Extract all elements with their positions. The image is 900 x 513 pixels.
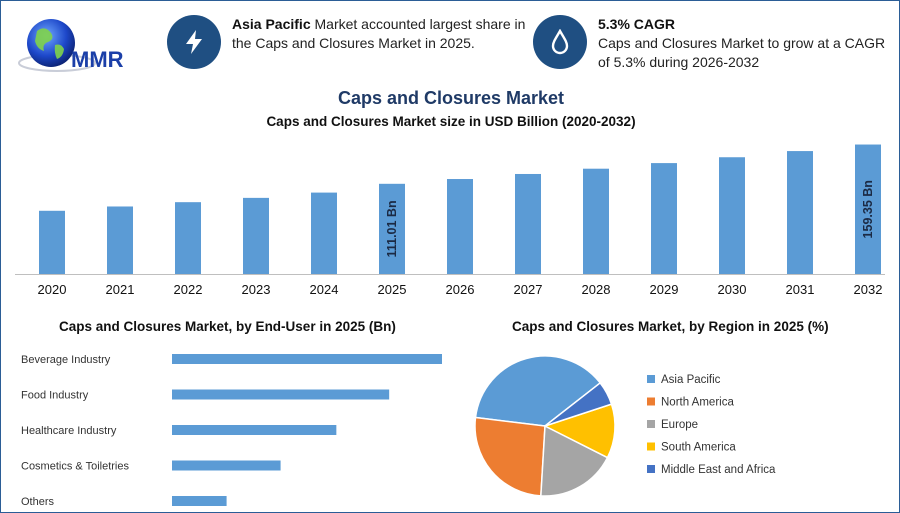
y-tick-label: Beverage Industry — [21, 354, 111, 366]
hbar-0 — [172, 354, 442, 364]
callout-text: Asia Pacific Market accounted largest sh… — [232, 16, 526, 51]
lightning-icon — [167, 15, 221, 69]
mmr-logo: MMR — [15, 15, 145, 77]
x-tick-label: 2027 — [514, 282, 543, 297]
region-chart-title: Caps and Closures Market, by Region in 2… — [512, 319, 829, 334]
hbar-1 — [172, 389, 390, 400]
hbar-4 — [172, 496, 227, 506]
x-tick-label: 2021 — [106, 282, 135, 297]
data-label-2032: 159.35 Bn — [861, 180, 875, 238]
legend-label: North America — [661, 397, 734, 409]
pie-slice-4 — [544, 381, 613, 427]
y-tick-label: Cosmetics & Toiletries — [21, 461, 129, 473]
bar-2031 — [787, 151, 813, 274]
bar-2026 — [447, 179, 473, 274]
legend-swatch — [647, 397, 655, 406]
legend-swatch — [647, 465, 655, 473]
bar-2025 — [379, 183, 405, 274]
callout-text: 5.3% CAGR Caps and Closures Market to gro… — [598, 16, 886, 70]
region-pie-chart: Asia Pacific North America Europe South Ame… — [474, 355, 776, 497]
page-title: Caps and Closures Market — [337, 88, 565, 108]
x-tick-label: 2029 — [650, 282, 679, 297]
y-tick-label: Others — [21, 496, 55, 508]
legend-label: South America — [661, 442, 736, 454]
pie-slice-1 — [474, 416, 546, 497]
x-tick-label: 2023 — [242, 282, 271, 297]
x-tick-label: 2026 — [446, 282, 475, 297]
y-tick-label: Healthcare Industry — [21, 425, 117, 437]
end-user-chart-title: Caps and Closures Market, by End-User in… — [59, 319, 396, 334]
x-tick-label: 2025 — [378, 282, 407, 297]
pie-slice-0 — [474, 355, 602, 427]
bar-2028 — [583, 168, 609, 274]
legend-swatch — [647, 420, 655, 428]
callout-cagr: 5.3% CAGR Caps and Closures Market to gro… — [533, 15, 893, 72]
x-tick-label: 2022 — [174, 282, 203, 297]
hbar-3 — [172, 460, 281, 471]
bar-2030 — [719, 157, 745, 274]
legend-label: Asia Pacific — [661, 374, 721, 386]
bar-2029 — [651, 163, 677, 274]
hbar-2 — [172, 425, 337, 435]
y-tick-label: Food Industry — [21, 390, 89, 402]
end-user-bar-chart: Beverage Industry Food Industry Healthcare… — [21, 354, 442, 508]
callout-asia-pacific: Asia Pacific Market accounted largest sh… — [167, 15, 527, 69]
x-tick-label: 2031 — [786, 282, 815, 297]
x-tick-label: 2028 — [582, 282, 611, 297]
legend-label: Europe — [661, 419, 698, 431]
bar-2023 — [243, 197, 269, 274]
market-size-bar-chart: 2020 2021 2022 2023 2024 2025 111.01 Bn 2026 202… — [15, 144, 885, 297]
bar-chart-title: Caps and Closures Market size in USD Bil… — [266, 114, 636, 129]
bar-2032 — [855, 144, 881, 274]
x-tick-label: 2020 — [38, 282, 67, 297]
bar-2027 — [515, 173, 541, 274]
droplet-icon — [533, 15, 587, 69]
bar-2020 — [39, 210, 65, 274]
bar-2024 — [311, 192, 337, 274]
legend-swatch — [647, 442, 655, 451]
data-label-2025: 111.01 Bn — [385, 200, 399, 257]
legend-label: Middle East and Africa — [661, 464, 776, 476]
x-tick-label: 2032 — [854, 282, 883, 297]
svg-text:MMR: MMR — [71, 47, 124, 72]
legend-swatch — [647, 375, 655, 383]
x-tick-label: 2030 — [718, 282, 747, 297]
pie-slice-2 — [540, 424, 609, 497]
x-tick-label: 2024 — [310, 282, 339, 297]
bar-2021 — [107, 206, 133, 274]
bar-2022 — [175, 202, 201, 274]
